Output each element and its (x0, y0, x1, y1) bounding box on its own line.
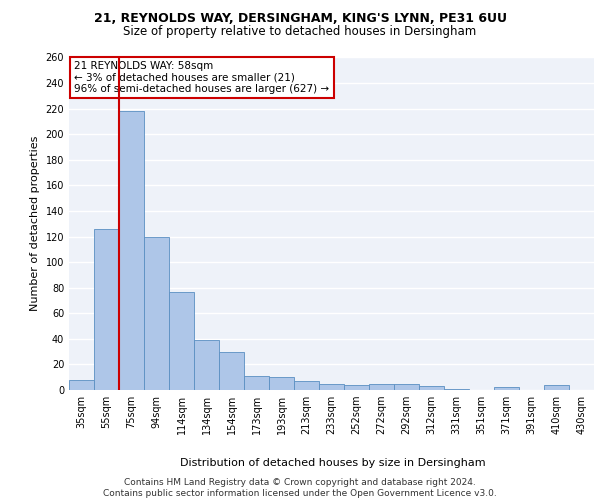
Text: 21 REYNOLDS WAY: 58sqm
← 3% of detached houses are smaller (21)
96% of semi-deta: 21 REYNOLDS WAY: 58sqm ← 3% of detached … (74, 61, 329, 94)
Text: Distribution of detached houses by size in Dersingham: Distribution of detached houses by size … (180, 458, 486, 468)
Text: Contains HM Land Registry data © Crown copyright and database right 2024.
Contai: Contains HM Land Registry data © Crown c… (103, 478, 497, 498)
Bar (194, 340, 219, 390)
Bar (344, 385, 369, 390)
Bar (294, 381, 319, 390)
Bar (494, 388, 519, 390)
Bar (444, 388, 469, 390)
Bar (544, 385, 569, 390)
Bar (219, 352, 244, 390)
Bar (144, 236, 169, 390)
Bar (244, 376, 269, 390)
Bar (419, 386, 444, 390)
Bar (119, 111, 144, 390)
Text: 21, REYNOLDS WAY, DERSINGHAM, KING'S LYNN, PE31 6UU: 21, REYNOLDS WAY, DERSINGHAM, KING'S LYN… (94, 12, 506, 26)
Bar (369, 384, 394, 390)
Bar (394, 384, 419, 390)
Bar (69, 380, 94, 390)
Text: Size of property relative to detached houses in Dersingham: Size of property relative to detached ho… (124, 25, 476, 38)
Bar (269, 377, 294, 390)
Bar (169, 292, 194, 390)
Y-axis label: Number of detached properties: Number of detached properties (30, 136, 40, 312)
Bar (319, 384, 344, 390)
Bar (94, 229, 119, 390)
